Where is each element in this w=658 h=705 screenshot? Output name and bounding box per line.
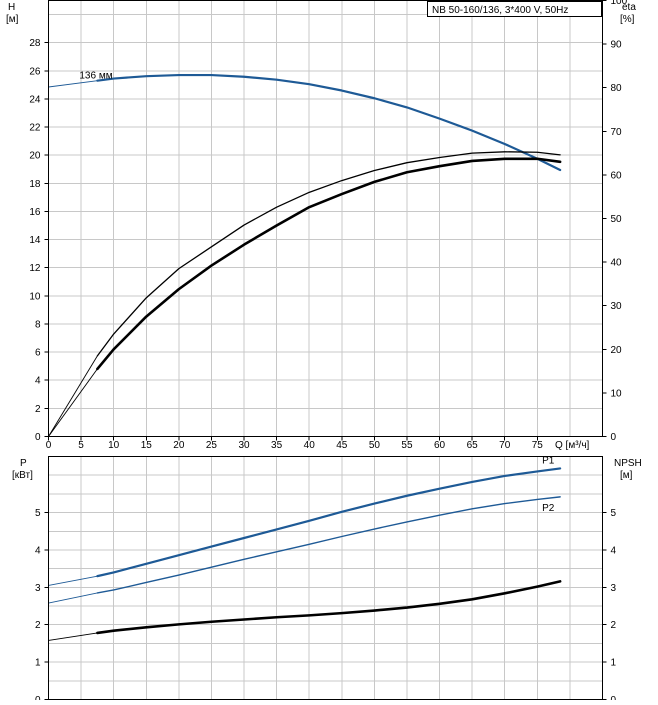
flow-tick-label: 40: [304, 440, 316, 451]
head-tick-label: 2: [35, 404, 41, 415]
npsh-tick-label: 5: [611, 508, 617, 519]
eta-tick-label: 20: [611, 345, 623, 356]
head-tick-label: 4: [35, 376, 41, 387]
head-tick-label: 14: [29, 235, 41, 246]
npsh-axis-label: NPSH: [614, 458, 642, 469]
head-tick-label: 10: [29, 291, 41, 302]
eta-tick-label: 30: [611, 301, 623, 312]
head-chart-series-0-extension: [48, 80, 98, 88]
npsh-tick-label: 3: [611, 583, 617, 594]
flow-tick-label: 50: [369, 440, 381, 451]
head-chart-series-1-extension: [48, 355, 98, 437]
head-tick-label: 8: [35, 319, 41, 330]
series-label-p1: P1: [542, 455, 555, 466]
head-tick-label: 28: [29, 38, 41, 49]
power-chart-series-2-extension: [48, 632, 98, 641]
head-axis-unit: [м]: [6, 14, 19, 25]
npsh-tick-label: 1: [611, 658, 617, 669]
power-tick-label: 0: [35, 695, 41, 700]
power-tick-label: 4: [35, 545, 41, 556]
flow-tick-label: 35: [271, 440, 283, 451]
eta-tick-label: 0: [611, 432, 617, 443]
head-tick-label: 6: [35, 348, 41, 359]
eta-tick-label: 10: [611, 388, 623, 399]
head-tick-label: 12: [29, 263, 41, 274]
power-tick-label: 1: [35, 658, 41, 669]
eta-tick-label: 60: [611, 170, 623, 181]
power-chart-series-0-line: [96, 467, 562, 578]
series-label-p2: P2: [542, 503, 555, 514]
eta-tick-label: 40: [611, 258, 623, 269]
eta-axis-label: eta: [622, 2, 636, 13]
power-chart-series-2-line: [96, 580, 562, 635]
power-chart-frame: [48, 456, 603, 700]
flow-tick-label: 5: [78, 440, 84, 451]
head-tick-label: 18: [29, 179, 41, 190]
flow-tick-label: 45: [336, 440, 348, 451]
head-chart-frame: [48, 0, 603, 437]
eta-tick-label: 100: [611, 0, 628, 7]
head-axis-label: H: [8, 2, 15, 13]
power-axis-unit: [кВт]: [12, 470, 33, 481]
npsh-axis-unit: [м]: [620, 470, 633, 481]
flow-tick-label: 30: [238, 440, 250, 451]
flow-tick-label: 10: [108, 440, 120, 451]
flow-axis-label: Q [м³/ч]: [555, 440, 590, 451]
power-chart-series-0-extension: [48, 575, 98, 586]
series-layer: [48, 73, 562, 641]
flow-tick-label: 0: [46, 440, 52, 451]
eta-tick-label: 80: [611, 83, 623, 94]
ticks-layer: 0 5 10 15 20 25 30 35 40 45 50 55 60 65 70 750246810121…: [29, 0, 628, 705]
eta-tick-label: 90: [611, 40, 623, 51]
grid-layer: [48, 0, 603, 700]
power-axis-label: P: [20, 458, 27, 469]
power-tick-label: 2: [35, 620, 41, 631]
head-chart-series-2-line: [96, 157, 562, 371]
eta-axis-unit: [%]: [620, 14, 635, 25]
head-tick-label: 20: [29, 151, 41, 162]
head-chart-series-0-line: [96, 73, 562, 172]
npsh-tick-label: 0: [611, 695, 617, 700]
head-tick-label: 0: [35, 432, 41, 443]
head-chart-series-1-line: [96, 151, 561, 357]
flow-tick-label: 60: [434, 440, 446, 451]
flow-tick-label: 15: [141, 440, 153, 451]
flow-tick-label: 75: [532, 440, 544, 451]
head-tick-label: 24: [29, 94, 41, 105]
flow-tick-label: 65: [467, 440, 479, 451]
power-tick-label: 3: [35, 583, 41, 594]
power-chart-series-1-extension: [48, 592, 98, 604]
flow-tick-label: 25: [206, 440, 218, 451]
npsh-tick-label: 2: [611, 620, 617, 631]
eta-tick-label: 50: [611, 214, 623, 225]
eta-tick-label: 70: [611, 127, 623, 138]
npsh-tick-label: 4: [611, 545, 617, 556]
flow-tick-label: 55: [401, 440, 413, 451]
chart-title: NB 50-160/136, 3*400 V, 50Hz: [432, 5, 568, 16]
impeller-diameter-label: 136 мм: [79, 71, 112, 82]
head-chart-series-2-extension: [48, 368, 98, 437]
chart-title-box: [427, 1, 602, 17]
power-tick-label: 5: [35, 508, 41, 519]
head-tick-label: 26: [29, 66, 41, 77]
flow-tick-label: 70: [499, 440, 511, 451]
head-tick-label: 16: [29, 207, 41, 218]
flow-tick-label: 20: [173, 440, 185, 451]
power-chart-series-1-line: [96, 496, 561, 594]
head-tick-label: 22: [29, 123, 41, 134]
